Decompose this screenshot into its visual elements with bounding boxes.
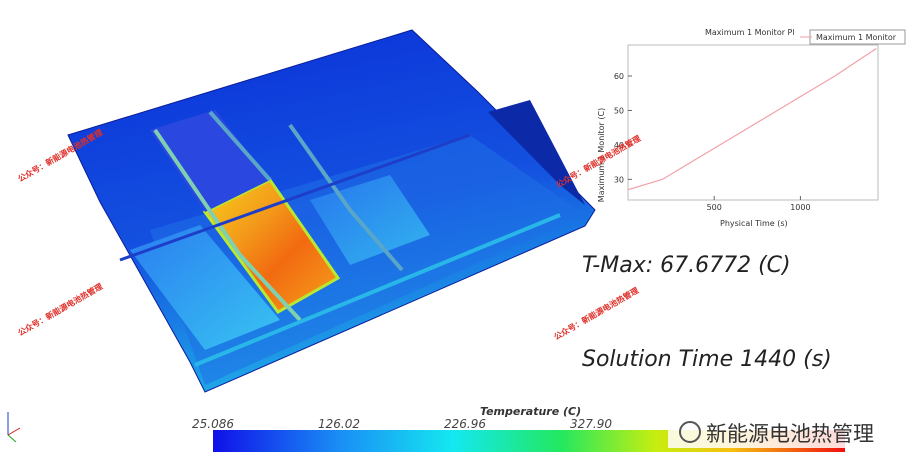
colorbar-label: 126.02: [318, 417, 360, 431]
colorbar-label: 25.086: [192, 417, 234, 431]
y-axis-label: Maximum 1 Monitor (C): [597, 108, 606, 202]
t-max: T-Max: 67.6772 (C): [582, 253, 791, 278]
colorbar-label: 226.96: [444, 417, 486, 431]
y-tick-label: 30: [614, 175, 624, 184]
watermark: 公众号：新能源电池热管理: [552, 285, 640, 342]
x-tick-label: 500: [707, 203, 722, 212]
y-tick-label: 50: [614, 106, 624, 115]
colorbar-label: 327.90: [570, 417, 612, 431]
x-axis-label: Physical Time (s): [720, 219, 788, 228]
colorbar-title: Temperature (C): [480, 405, 581, 418]
monitor-plot: Maximum 1 Monitor Pl Maximum 1 Monitor P…: [597, 28, 906, 228]
y-tick-label: 40: [614, 141, 624, 150]
axis-triad: [7, 412, 21, 443]
series-line: [627, 47, 877, 191]
plot-area: [627, 44, 879, 201]
model-render: [67, 29, 596, 393]
logo: 新能源电池热管理: [668, 418, 893, 448]
logo-text: 新能源电池热管理: [706, 422, 874, 446]
solution-time: Solution Time 1440 (s): [582, 347, 832, 372]
watermark: 公众号：新能源电池热管理: [16, 281, 104, 338]
y-tick-label: 60: [614, 72, 624, 81]
legend-label: Maximum 1 Monitor: [816, 33, 897, 42]
x-tick-label: 1000: [790, 203, 810, 212]
plot-title: Maximum 1 Monitor Pl: [705, 28, 795, 37]
